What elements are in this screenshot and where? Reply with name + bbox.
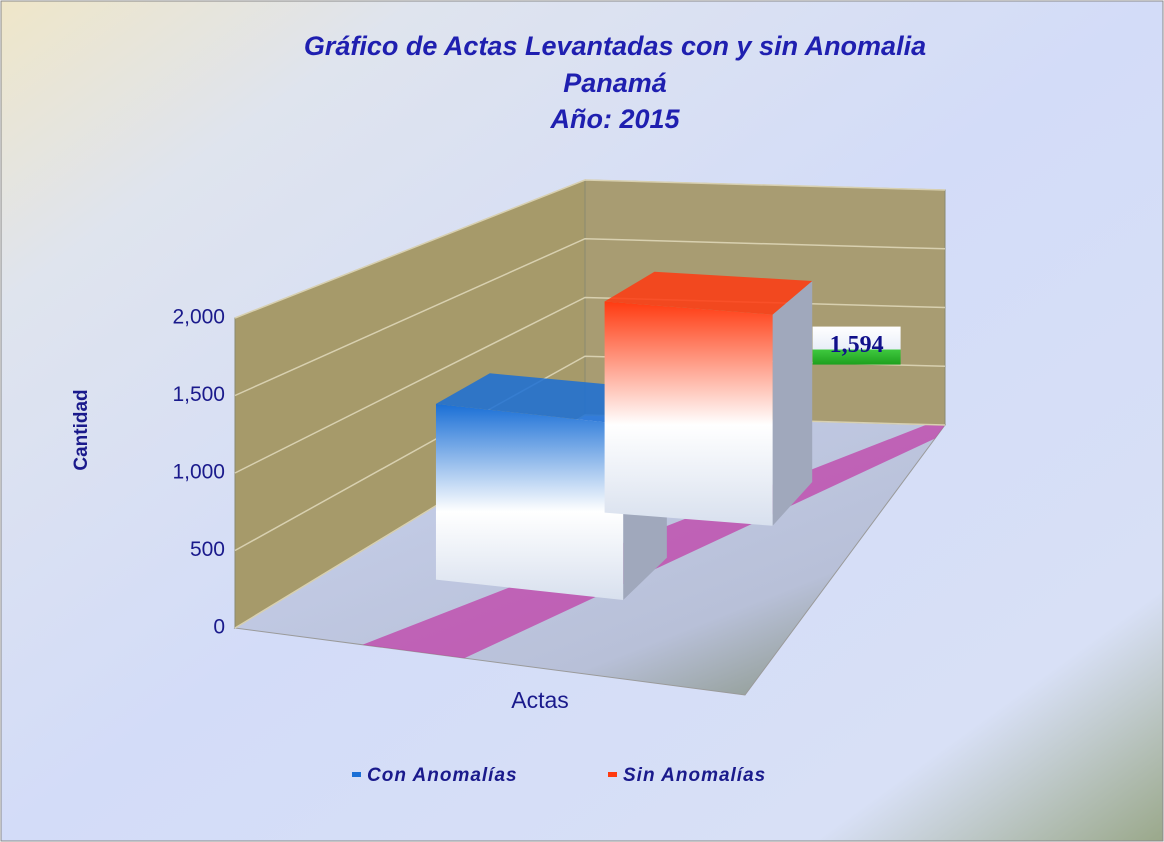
grid-line — [234, 296, 946, 474]
bar-side — [772, 280, 813, 526]
legend-swatch — [608, 772, 617, 777]
title: Año: 2015 — [549, 104, 680, 134]
y-tick-label: 500 — [190, 538, 225, 561]
y-tick-label: 1,500 — [172, 383, 225, 406]
grid-line — [234, 179, 946, 319]
bar-top — [604, 271, 813, 315]
legend-label: Sin Anomalías — [623, 765, 766, 786]
y-tick-label: 2,000 — [172, 306, 225, 329]
legend-swatch — [352, 772, 361, 777]
x-tick-label: Actas — [511, 687, 569, 713]
legend-label: Con Anomalías — [367, 765, 518, 786]
title: Gráfico de Actas Levantadas con y sin An… — [304, 31, 926, 61]
bar — [604, 271, 813, 526]
title: Panamá — [563, 68, 667, 98]
grid-line — [234, 237, 946, 397]
bar-front — [604, 301, 773, 526]
bar-front — [435, 403, 624, 601]
y-tick-label: 0 — [213, 616, 225, 639]
y-tick-label: 1,000 — [172, 461, 225, 484]
value-label-box — [812, 326, 901, 365]
value-label: 1,594 — [830, 332, 884, 358]
y-axis-label: Cantidad — [71, 389, 92, 470]
